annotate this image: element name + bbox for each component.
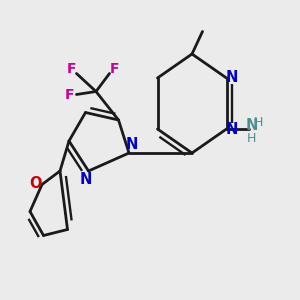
Text: O: O — [30, 176, 42, 190]
Text: F: F — [110, 62, 119, 76]
Text: F: F — [67, 62, 76, 76]
Text: N: N — [226, 70, 238, 86]
Text: H: H — [254, 116, 263, 130]
Text: N: N — [245, 118, 258, 133]
Text: F: F — [65, 88, 75, 101]
Text: N: N — [80, 172, 92, 187]
Text: N: N — [226, 122, 238, 136]
Text: N: N — [125, 137, 138, 152]
Text: H: H — [247, 131, 256, 145]
